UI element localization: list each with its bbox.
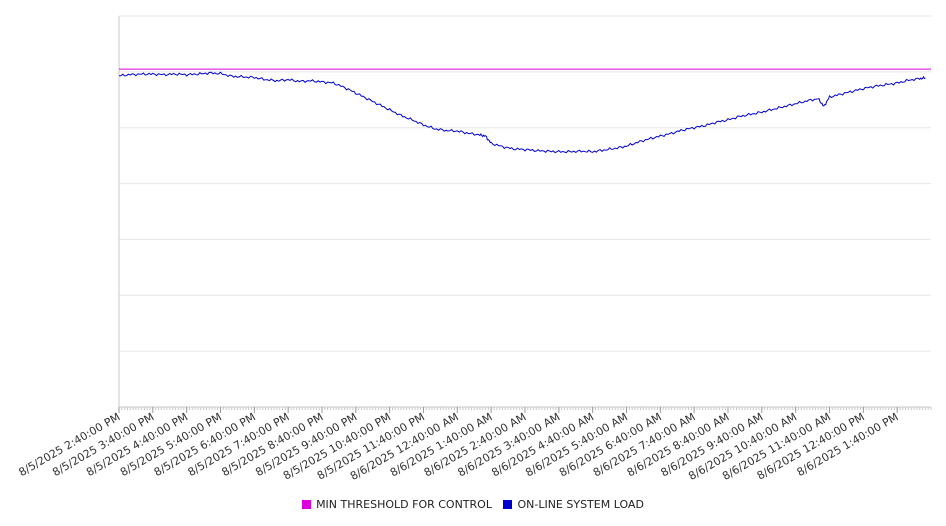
grid-lines: [119, 15, 931, 352]
legend-swatch-threshold: [302, 500, 312, 509]
legend-item-system-load[interactable]: ON-LINE SYSTEM LOAD: [503, 498, 644, 511]
legend-label-system-load: ON-LINE SYSTEM LOAD: [517, 498, 644, 511]
series-layer: [119, 68, 931, 154]
x-tick-labels: 8/5/2025 2:40:00 PM8/5/2025 3:40:00 PM8/…: [16, 407, 901, 483]
legend-swatch-system-load: [503, 500, 513, 509]
legend: MIN THRESHOLD FOR CONTROL ON-LINE SYSTEM…: [0, 498, 946, 511]
series-line-system-load: [119, 71, 926, 154]
axes: [118, 16, 931, 408]
legend-label-threshold: MIN THRESHOLD FOR CONTROL: [316, 498, 492, 511]
legend-item-threshold[interactable]: MIN THRESHOLD FOR CONTROL: [302, 498, 492, 511]
